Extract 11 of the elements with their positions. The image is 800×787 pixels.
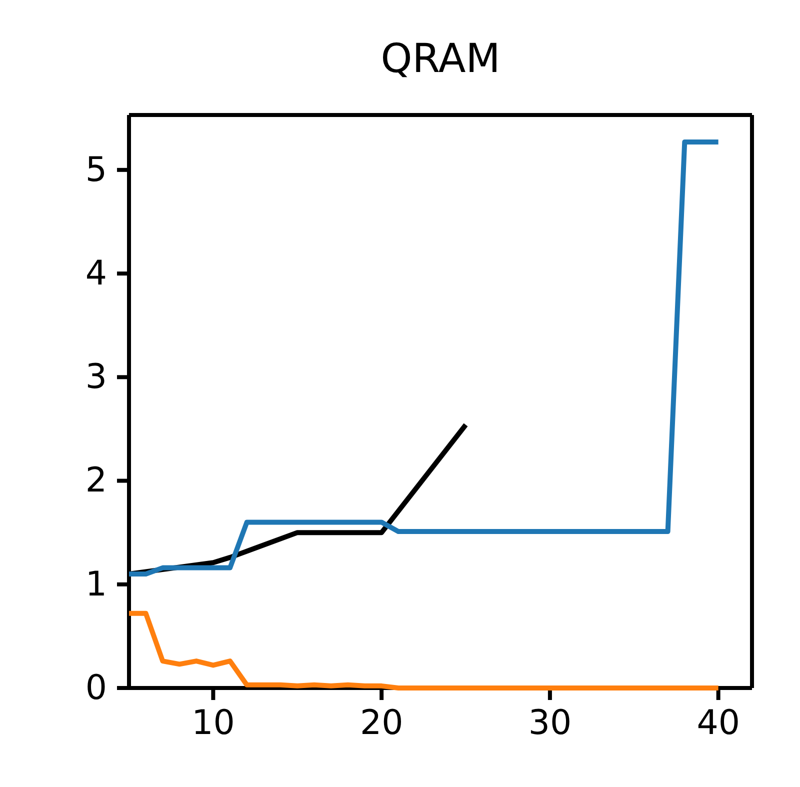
chart-title: QRAM (380, 36, 500, 82)
x-tick-label: 40 (696, 703, 740, 744)
y-tick-label: 5 (85, 150, 107, 190)
y-tick-label: 1 (85, 564, 107, 604)
x-tick-label: 20 (360, 703, 404, 744)
y-tick-label: 0 (85, 668, 107, 708)
y-tick-label: 3 (85, 357, 107, 398)
x-tick-label: 10 (192, 703, 235, 744)
y-tick-label: 4 (85, 253, 107, 294)
y-tick-label: 2 (85, 460, 107, 501)
x-tick-label: 30 (528, 703, 572, 744)
